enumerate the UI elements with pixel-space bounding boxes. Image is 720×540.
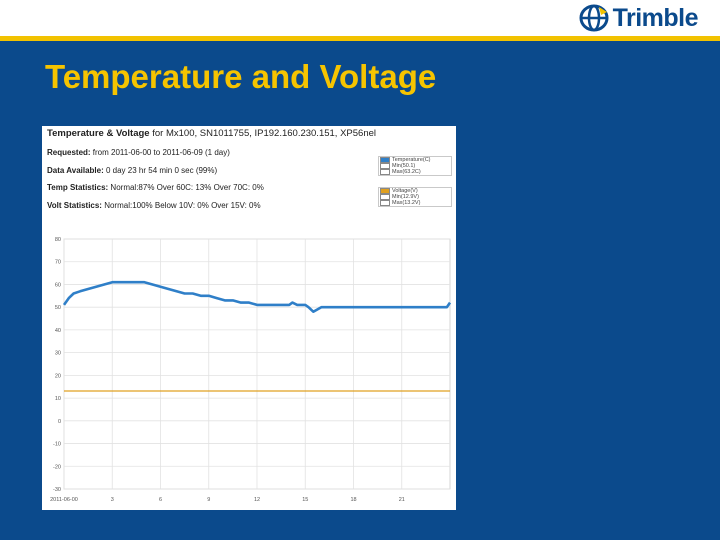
volt-stats-label: Volt Statistics: <box>47 201 102 210</box>
gold-divider <box>0 36 720 41</box>
volt-swatch <box>380 188 390 194</box>
report-title-bold: Temperature & Voltage <box>47 128 150 139</box>
legend-item: Max(63.2C) <box>379 169 451 175</box>
requested-value: from 2011-06-00 to 2011-06-09 (1 day) <box>90 148 230 157</box>
y-tick-label: 70 <box>55 260 61 266</box>
y-tick-label: 50 <box>55 305 61 311</box>
volt-statistics-line: Volt Statistics: Normal:100% Below 10V: … <box>47 201 261 211</box>
y-tick-label: 0 <box>58 419 61 425</box>
requested-label: Requested: <box>47 148 91 157</box>
temp-statistics-line: Temp Statistics: Normal:87% Over 60C: 13… <box>47 183 264 193</box>
legend-label: Max(63.2C) <box>392 169 421 175</box>
report-panel: Temperature & Voltage for Mx100, SN10117… <box>42 126 456 510</box>
y-tick-label: 40 <box>55 328 61 334</box>
temperature-legend: Temperature(C) Min(50.1) Max(63.2C) <box>378 156 452 176</box>
slide-title: Temperature and Voltage <box>45 58 437 95</box>
y-tick-label: 10 <box>55 396 61 402</box>
temperature-voltage-chart: 80 70 60 50 40 30 20 10 0 -10 -20 -30 2011-06-00 3 6 9 1… <box>50 237 452 503</box>
temperature-series-line <box>62 280 452 313</box>
x-tick-label: 9 <box>207 497 210 503</box>
header-bar: Trimble <box>0 0 720 36</box>
y-tick-label: -20 <box>53 464 61 470</box>
swatch <box>380 194 390 200</box>
y-tick-label: 30 <box>55 351 61 357</box>
legend-label: Max(13.2V) <box>392 200 421 206</box>
x-tick-label: 18 <box>350 497 356 503</box>
report-title-rest: for Mx100, SN1011755, IP192.160.230.151,… <box>149 128 376 139</box>
legend-label: Min(12.9V) <box>392 194 419 200</box>
x-tick-label: 2011-06-00 <box>50 497 78 503</box>
swatch <box>380 200 390 206</box>
legend-item: Min(12.9V) <box>379 194 451 200</box>
y-tick-label: 60 <box>55 282 61 288</box>
x-tick-label: 3 <box>111 497 114 503</box>
x-tick-label: 6 <box>159 497 162 503</box>
x-tick-label: 12 <box>254 497 260 503</box>
report-title: Temperature & Voltage for Mx100, SN10117… <box>47 129 376 139</box>
requested-line: Requested: from 2011-06-00 to 2011-06-09… <box>47 148 230 158</box>
data-available-line: Data Available: 0 day 23 hr 54 min 0 sec… <box>47 166 217 176</box>
available-value: 0 day 23 hr 54 min 0 sec (99%) <box>103 166 218 175</box>
x-tick-label: 21 <box>399 497 405 503</box>
temp-stats-value: Normal:87% Over 60C: 13% Over 70C: 0% <box>108 183 264 192</box>
trimble-logo: Trimble <box>579 3 699 32</box>
logo-text: Trimble <box>612 3 699 32</box>
legend-label: Min(50.1) <box>392 163 416 169</box>
legend-item: Min(50.1) <box>379 163 451 169</box>
y-tick-label: 20 <box>55 373 61 379</box>
voltage-legend: Voltage(V) Min(12.9V) Max(13.2V) <box>378 187 452 207</box>
temp-swatch <box>380 157 390 163</box>
y-tick-label: -30 <box>53 487 61 493</box>
y-tick-label: 80 <box>55 237 61 243</box>
swatch <box>380 169 390 175</box>
globe-icon <box>579 4 609 32</box>
x-tick-label: 15 <box>302 497 308 503</box>
legend-label: Voltage(V) <box>392 188 418 194</box>
y-tick-label: -10 <box>53 442 61 448</box>
volt-stats-value: Normal:100% Below 10V: 0% Over 15V: 0% <box>101 201 261 210</box>
legend-item: Temperature(C) <box>379 157 451 163</box>
legend-item: Max(13.2V) <box>379 200 451 206</box>
temp-stats-label: Temp Statistics: <box>47 183 109 192</box>
legend-label: Temperature(C) <box>392 157 431 163</box>
swatch <box>380 163 390 169</box>
available-label: Data Available: <box>47 166 104 175</box>
legend-item: Voltage(V) <box>379 188 451 194</box>
